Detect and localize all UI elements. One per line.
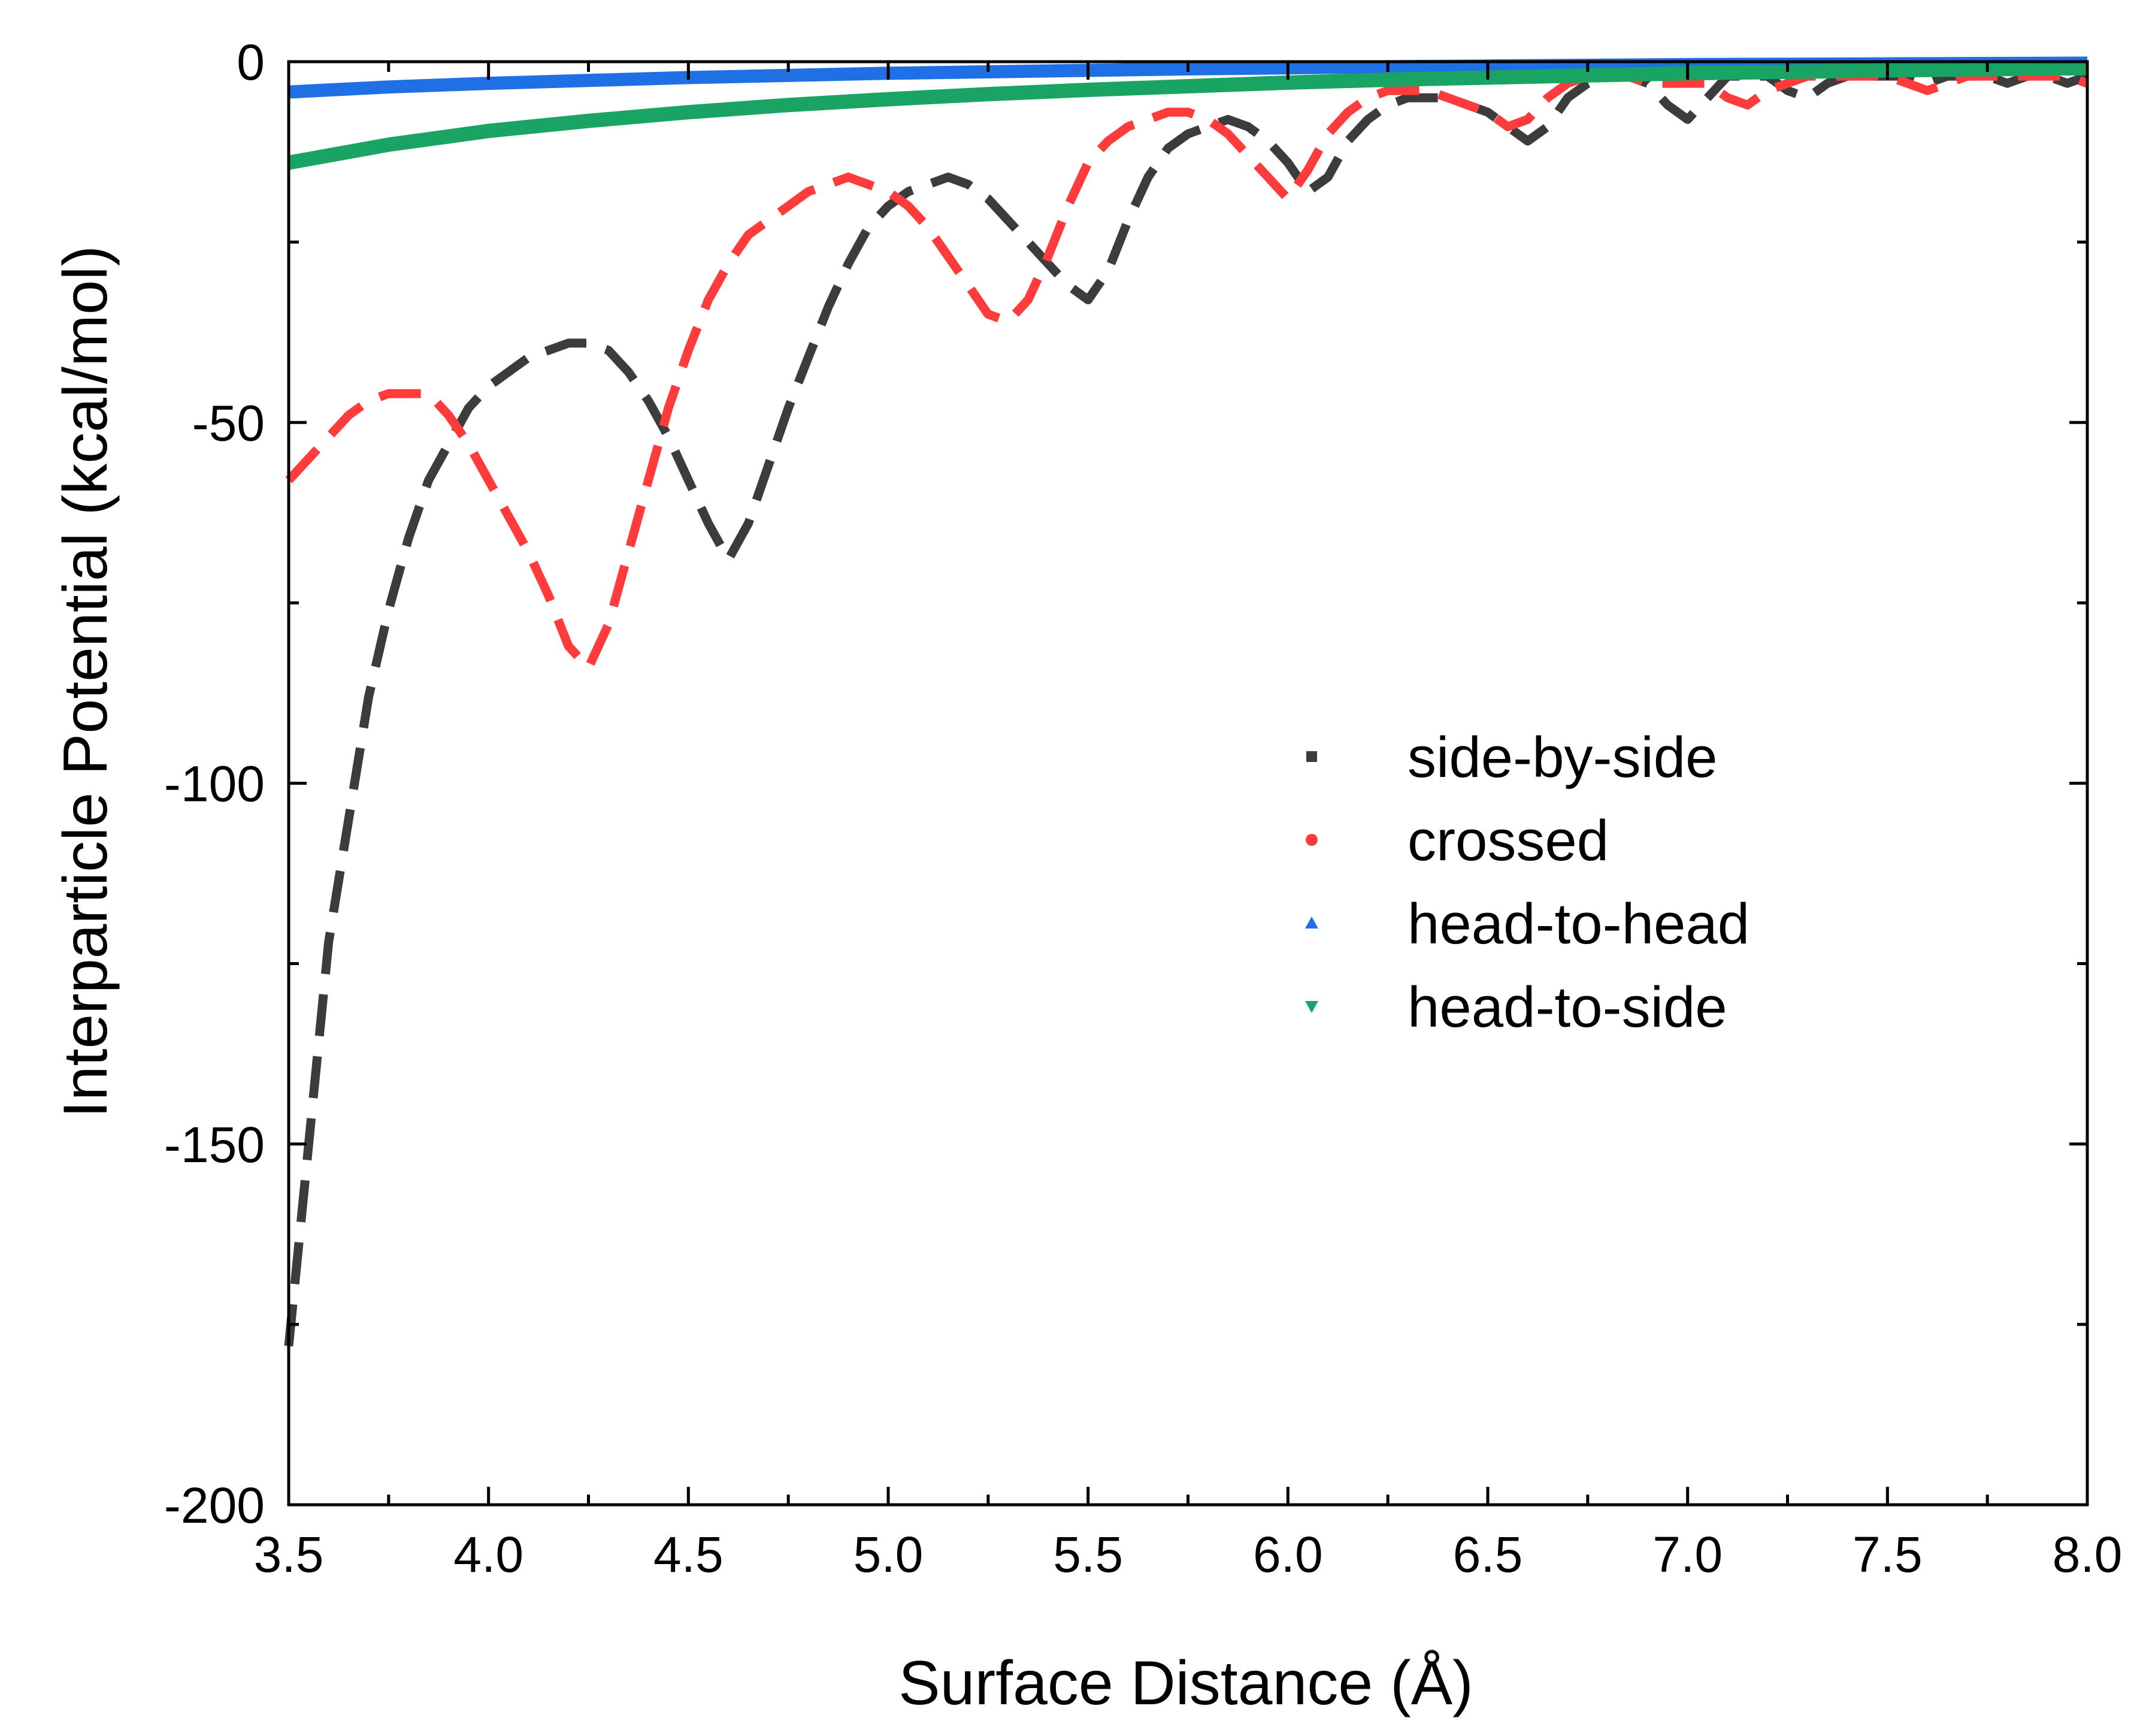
legend: side-by-side crossed head-to-head head-to-s… xyxy=(1305,725,1750,1039)
y-tick-label: -50 xyxy=(192,395,265,451)
axes-layer: 3.5 4.0 4.5 5.0 5.5 6.0 6.5 7.0 7.5 8.0 0 -50 -100 -1… xyxy=(164,34,2123,1583)
x-tick-label: 7.0 xyxy=(1652,1526,1723,1583)
legend-label: head-to-head xyxy=(1408,892,1750,956)
x-tick-label: 5.5 xyxy=(1053,1526,1123,1583)
plot-frame xyxy=(287,60,2089,1507)
legend-marker-triangle-up xyxy=(1305,917,1318,929)
x-tick-label: 6.0 xyxy=(1253,1526,1323,1583)
series-line-side-by-side xyxy=(284,71,2089,1347)
x-tick-label: 5.0 xyxy=(853,1526,924,1583)
series-side-by-side xyxy=(284,71,2089,1347)
y-tick-label: -100 xyxy=(164,756,265,812)
y-tick-label: -200 xyxy=(164,1477,265,1534)
legend-marker-square xyxy=(1306,751,1317,762)
x-tick-label: 4.5 xyxy=(653,1526,724,1583)
y-tick-label: -150 xyxy=(164,1117,265,1173)
y-axis-title: Interparticle Potential (kcal/mol) xyxy=(51,246,120,1118)
legend-marker-triangle-down xyxy=(1305,1001,1318,1013)
legend-label: side-by-side xyxy=(1408,725,1718,790)
x-tick-label: 7.5 xyxy=(1853,1526,1923,1583)
series-crossed xyxy=(285,71,2089,673)
x-tick-label: 3.5 xyxy=(254,1526,324,1583)
legend-label: head-to-side xyxy=(1408,975,1727,1039)
x-tick-label: 6.5 xyxy=(1453,1526,1523,1583)
x-tick-label: 4.0 xyxy=(453,1526,523,1583)
x-axis-title: Surface Distance (Å) xyxy=(898,1649,1473,1718)
data-layer xyxy=(284,56,2089,1347)
x-tick-label: 8.0 xyxy=(2053,1526,2123,1583)
legend-marker-circle xyxy=(1306,834,1318,846)
series-line-crossed xyxy=(285,71,2089,673)
y-tick-label: 0 xyxy=(237,34,265,90)
legend-label: crossed xyxy=(1408,809,1609,873)
